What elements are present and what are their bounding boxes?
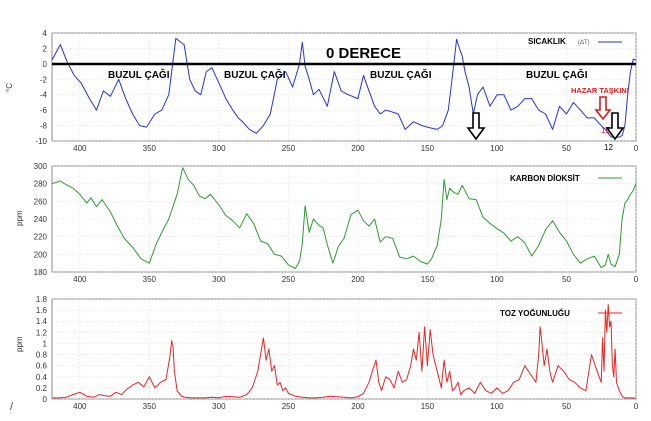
dust-x-ticks: 400 350 300 250 200 150 100 50 0 [73,402,639,411]
temperature-x-tick-label: 100 [490,144,504,153]
flood-arrow-icon [594,96,612,121]
dust-x-tick-label: 0 [634,402,639,411]
temperature-y-tick-label: -4 [40,91,48,100]
zero-degree-label: 0 DERECE [326,45,401,62]
co2-x-tick-label: 200 [351,275,365,284]
dust-y-tick-label: 1.8 [36,295,48,304]
dust-series [52,304,637,399]
temperature-y-tick-label: -8 [40,122,48,131]
co2-gridlines [52,165,637,273]
temperature-x-tick-label: 0 [634,144,639,153]
dust-x-tick-label: 50 [562,402,571,411]
co2-y-tick-label: 240 [34,215,48,224]
co2-chart: 300 280 260 240 220 200 180 400 350 300 250 200 150… [15,162,639,284]
temperature-y-tick-label: 2 [43,44,48,53]
co2-x-ticks: 400 350 300 250 200 150 100 50 0 [73,275,639,284]
temperature-chart: 420-2-4-6-8-10 400 350 300 250 200 150 100 50 0 … [5,29,639,153]
co2-legend-label: KARBON DİOKSİT [510,174,580,183]
flood-year-label: 15 [601,126,610,135]
dust-x-tick-label: 200 [351,402,365,411]
dust-y-tick-label: 0.4 [36,373,48,382]
flood-label: HAZAR TAŞKINI [571,86,629,95]
co2-y-tick-label: 200 [34,250,48,259]
dust-y-tick-label: 0.8 [36,351,48,360]
dust-x-tick-label: 400 [73,402,87,411]
dust-chart: 1.8 1.6 1.4 1.2 1 0.8 0.6 0.4 0.2 0 400 350 300 250 2… [15,295,639,411]
ice-age-label-4: BUZUL ÇAĞI [526,68,588,81]
temperature-x-tick-label: 200 [351,144,365,153]
temperature-x-ticks: 400 350 300 250 200 150 100 50 0 [73,144,639,153]
dust-x-tick-label: 300 [212,402,226,411]
co2-x-tick-label: 100 [490,275,504,284]
arrow-year-label: 12 [604,143,613,152]
dust-legend-label: TOZ YOĞUNLUĞU [500,309,570,318]
dust-y-tick-label: 1 [43,339,48,348]
co2-x-tick-label: 150 [421,275,435,284]
co2-series [51,167,637,269]
co2-x-tick-label: 0 [634,275,639,284]
temperature-series [51,37,637,138]
co2-x-tick-label: 50 [562,275,571,284]
temperature-y-unit: °C [5,83,14,92]
co2-y-ticks: 300 280 260 240 220 200 180 [34,162,48,277]
co2-y-tick-label: 220 [34,233,48,242]
co2-x-tick-label: 250 [282,275,296,284]
temperature-x-tick-label: 250 [282,144,296,153]
co2-y-tick-label: 280 [34,180,48,189]
co2-series-line [51,167,637,269]
co2-x-tick-label: 350 [143,275,157,284]
temperature-y-tick-label: 0 [43,60,48,69]
dust-y-unit: ppm [15,336,24,352]
stray-mark: / [10,401,14,413]
temperature-y-tick-label: 4 [43,29,48,38]
temperature-x-tick-label: 300 [212,144,226,153]
dust-y-ticks: 1.8 1.6 1.4 1.2 1 0.8 0.6 0.4 0.2 0 [36,295,48,404]
co2-x-tick-label: 300 [212,275,226,284]
dust-x-tick-label: 250 [282,402,296,411]
temperature-legend-sublabel: (ΔT) [578,40,590,46]
ice-age-label-2: BUZUL ÇAĞI [224,68,286,81]
temperature-y-tick-label: -2 [40,75,48,84]
dust-y-tick-label: 1.4 [36,317,48,326]
ice-age-label-3: BUZUL ÇAĞI [370,68,432,81]
temperature-x-tick-label: 150 [421,144,435,153]
co2-y-tick-label: 260 [34,197,48,206]
temperature-y-tick-label: -6 [40,106,48,115]
temperature-y-tick-label: -10 [35,137,47,146]
co2-y-tick-label: 300 [34,162,48,171]
dust-x-tick-label: 350 [143,402,157,411]
dust-x-tick-label: 100 [490,402,504,411]
dust-y-tick-label: 0.6 [36,362,48,371]
co2-x-tick-label: 400 [73,275,87,284]
co2-y-tick-label: 180 [34,268,48,277]
temperature-legend-label: SICAKLIK [528,37,566,46]
dust-y-tick-label: 1.6 [36,306,48,315]
dust-y-tick-label: 0.2 [36,384,48,393]
dust-y-tick-label: 1.2 [36,328,48,337]
temperature-x-tick-label: 50 [562,144,571,153]
dust-gridlines [52,298,637,400]
temperature-y-ticks: 4 2 0 -2 -4 -6 -8 -10 [35,29,47,146]
dust-series-line [52,304,637,399]
co2-y-unit: ppm [15,210,24,226]
temperature-series-line [51,37,637,138]
dust-y-tick-label: 0 [43,395,48,404]
black-arrow-icon-2 [605,112,625,141]
dust-x-tick-label: 150 [421,402,435,411]
black-arrow-icon [466,112,486,141]
ice-age-label-1: BUZUL ÇAĞI [108,68,170,81]
temperature-x-tick-label: 350 [143,144,157,153]
temperature-x-tick-label: 400 [73,144,87,153]
